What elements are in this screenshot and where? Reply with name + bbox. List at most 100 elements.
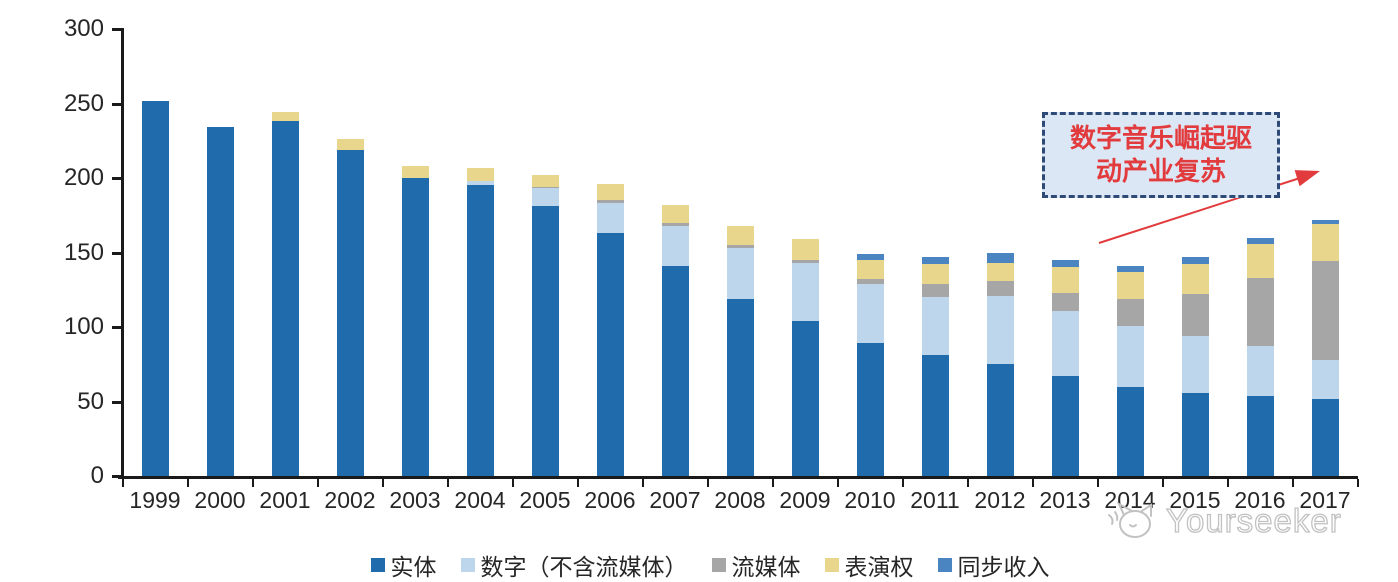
bar-segment-2014 bbox=[1116, 325, 1144, 387]
bar-segment-2002 bbox=[336, 149, 364, 476]
x-axis-tick bbox=[966, 479, 969, 487]
bar-segment-2007 bbox=[661, 225, 689, 266]
x-axis-tick bbox=[1356, 479, 1359, 487]
bar-segment-2000 bbox=[206, 127, 234, 476]
x-axis-tick bbox=[511, 479, 514, 487]
y-axis-tick bbox=[112, 251, 121, 255]
x-axis-tick bbox=[641, 479, 644, 487]
bar-segment-2009 bbox=[791, 262, 819, 322]
x-axis-label-2006: 2006 bbox=[584, 487, 636, 513]
bar-segment-2006 bbox=[596, 233, 624, 476]
bar-segment-2013 bbox=[1051, 259, 1079, 268]
x-axis-tick bbox=[1291, 479, 1294, 487]
x-axis-tick bbox=[1161, 479, 1164, 487]
x-axis-label-2010: 2010 bbox=[844, 487, 896, 513]
y-axis-label: 200 bbox=[63, 164, 104, 191]
bar-segment-2012 bbox=[986, 252, 1014, 263]
bar-segment-2017 bbox=[1311, 359, 1339, 399]
y-axis-label: 150 bbox=[63, 238, 104, 266]
x-axis-label-2012: 2012 bbox=[974, 487, 1026, 513]
annotation-callout: 数字音乐崛起驱 动产业复苏 bbox=[1042, 112, 1280, 198]
bar-segment-2011 bbox=[921, 297, 949, 356]
bar-segment-2011 bbox=[921, 256, 949, 265]
x-axis-tick bbox=[901, 479, 904, 487]
legend-label: 实体 bbox=[390, 555, 437, 580]
x-axis-tick bbox=[186, 479, 189, 487]
legend-swatch-icon bbox=[370, 558, 385, 572]
bar-segment-2017 bbox=[1311, 224, 1339, 262]
bar-segment-2016 bbox=[1246, 277, 1274, 347]
bar-segment-2003 bbox=[401, 166, 429, 178]
chart-legend: 实体 数字（不含流媒体） 流媒体 表演权 同步收入 bbox=[60, 548, 1360, 582]
bar-segment-2010 bbox=[856, 279, 884, 284]
bar-segment-2002 bbox=[336, 139, 364, 150]
bar-segment-2010 bbox=[856, 283, 884, 344]
bar-segment-2012 bbox=[986, 364, 1014, 476]
x-axis-tick bbox=[381, 479, 384, 487]
y-axis-tick bbox=[112, 326, 121, 329]
bar-segment-2003 bbox=[401, 178, 429, 476]
bar-segment-2008 bbox=[726, 248, 754, 299]
bar-segment-2005 bbox=[531, 188, 559, 207]
x-axis-tick bbox=[771, 479, 774, 487]
x-axis-tick bbox=[1226, 479, 1229, 487]
x-axis-label-2000: 2000 bbox=[194, 487, 246, 513]
x-axis-tick bbox=[836, 479, 839, 487]
x-axis-label-2001: 2001 bbox=[259, 487, 311, 513]
bar-segment-2013 bbox=[1051, 267, 1079, 293]
bar-segment-2017 bbox=[1311, 398, 1339, 476]
legend-label: 数字（不含流媒体） bbox=[480, 555, 688, 580]
y-axis-label: 100 bbox=[63, 313, 104, 340]
bar-segment-2001 bbox=[271, 121, 299, 476]
legend-item-3: 表演权 bbox=[824, 548, 914, 582]
x-axis-label-2007: 2007 bbox=[649, 487, 701, 513]
bar-segment-2004 bbox=[466, 185, 494, 476]
legend-label: 流媒体 bbox=[731, 555, 801, 580]
x-axis-label-2017: 2017 bbox=[1299, 487, 1351, 513]
y-axis-tick bbox=[112, 102, 121, 106]
x-axis-label-2005: 2005 bbox=[519, 487, 571, 513]
bar-segment-2008 bbox=[726, 245, 754, 249]
y-axis-line bbox=[121, 28, 124, 479]
x-axis-tick bbox=[706, 479, 709, 487]
bar-segment-2014 bbox=[1116, 265, 1144, 272]
bar-segment-2010 bbox=[856, 253, 884, 260]
bar-segment-2009 bbox=[791, 239, 819, 260]
bar-segment-1999 bbox=[141, 100, 169, 476]
x-axis-label-1999: 1999 bbox=[129, 487, 181, 513]
bar-segment-2012 bbox=[986, 295, 1014, 365]
legend-item-1: 数字（不含流媒体） bbox=[460, 548, 688, 582]
x-axis-label-2016: 2016 bbox=[1234, 487, 1286, 513]
bar-segment-2001 bbox=[271, 112, 299, 122]
y-axis-label: 0 bbox=[90, 462, 104, 489]
bar-segment-2016 bbox=[1246, 243, 1274, 278]
bar-segment-2015 bbox=[1181, 264, 1209, 295]
y-axis-tick bbox=[112, 400, 121, 404]
x-axis-label-2015: 2015 bbox=[1169, 487, 1221, 513]
bar-segment-2015 bbox=[1181, 392, 1209, 476]
bar-segment-2016 bbox=[1246, 346, 1274, 396]
x-axis-label-2004: 2004 bbox=[454, 487, 506, 513]
annotation-text-line2: 动产业复苏 bbox=[1095, 157, 1226, 186]
x-axis-label-2008: 2008 bbox=[714, 487, 766, 513]
y-axis-tick bbox=[112, 475, 121, 478]
bar-segment-2006 bbox=[596, 200, 624, 204]
bar-segment-2009 bbox=[791, 321, 819, 476]
bar-segment-2013 bbox=[1051, 310, 1079, 377]
legend-item-0: 实体 bbox=[370, 548, 437, 582]
bar-segment-2017 bbox=[1311, 261, 1339, 360]
x-axis-label-2013: 2013 bbox=[1039, 487, 1091, 513]
bar-segment-2005 bbox=[531, 206, 559, 476]
bar-segment-2015 bbox=[1181, 256, 1209, 265]
y-axis-label: 250 bbox=[63, 89, 104, 117]
legend-swatch-icon bbox=[460, 558, 475, 572]
watermark: Yourseeker bbox=[1106, 498, 1342, 544]
bar-segment-2016 bbox=[1246, 395, 1274, 476]
annotation-text-line1: 数字音乐崛起驱 bbox=[1069, 124, 1252, 153]
x-axis-label-2009: 2009 bbox=[779, 487, 831, 513]
bar-segment-2005 bbox=[531, 186, 559, 189]
bar-segment-2006 bbox=[596, 183, 624, 201]
bar-segment-2007 bbox=[661, 204, 689, 223]
y-axis-tick bbox=[112, 177, 121, 180]
